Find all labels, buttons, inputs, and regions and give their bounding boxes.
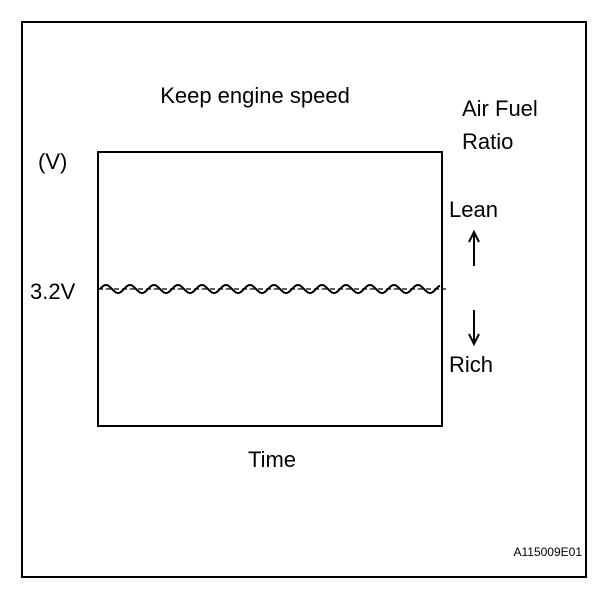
- signal-wave: [99, 283, 441, 295]
- rich-label: Rich: [449, 352, 493, 377]
- arrows: [468, 229, 480, 347]
- level-label: 3.2V: [30, 279, 76, 304]
- y-unit: (V): [38, 149, 67, 174]
- ratio-title: Ratio: [462, 129, 513, 154]
- title: Keep engine speed: [160, 83, 350, 108]
- x-label: Time: [248, 447, 296, 472]
- outer-frame: [21, 21, 587, 578]
- ratio-title: Air Fuel: [462, 96, 538, 121]
- lean-label: Lean: [449, 197, 498, 222]
- down-arrow-head: [468, 333, 480, 347]
- figure-id: A115009E01: [513, 545, 582, 559]
- up-arrow-head: [468, 229, 480, 243]
